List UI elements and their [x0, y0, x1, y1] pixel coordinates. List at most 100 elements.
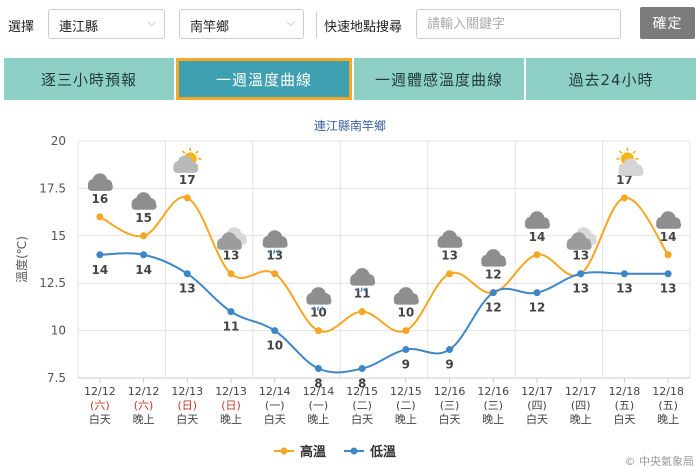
x-tick-date: 12/17	[565, 385, 597, 398]
cloudy-icon	[437, 230, 463, 248]
x-tick-date: 12/15	[390, 385, 422, 398]
low-temp-point	[446, 346, 454, 354]
x-tick-period: 晚上	[395, 413, 417, 426]
x-tick-date: 12/12	[84, 385, 116, 398]
cloudy-rain-icon	[350, 268, 376, 292]
high-temp-point	[96, 213, 104, 221]
x-tick-date: 12/18	[609, 385, 641, 398]
cloudy-icon	[393, 287, 419, 305]
high-temp-point	[271, 270, 279, 278]
x-tick-period: 白天	[526, 412, 548, 426]
chart-title: 連江縣南竿鄉	[313, 119, 386, 133]
low-temp-point	[96, 251, 104, 259]
y-tick-label: 20	[51, 134, 66, 148]
low-temp-data-label: 12	[485, 301, 502, 315]
y-tick-label: 7.5	[47, 371, 66, 385]
x-tick-date: 12/13	[215, 385, 247, 398]
low-temp-data-label: 13	[572, 282, 589, 296]
low-temp-legend-label: 低溫	[369, 444, 396, 460]
high-temp-data-label: 13	[441, 249, 458, 263]
high-temp-data-label: 10	[398, 306, 415, 320]
divider	[316, 12, 317, 38]
x-tick-period: 白天	[439, 412, 461, 426]
high-temp-data-label: 14	[660, 230, 677, 244]
low-temp-data-label: 8	[314, 377, 322, 391]
high-temp-data-label: 12	[485, 268, 502, 282]
x-tick-period: 晚上	[307, 413, 329, 426]
x-tick-date: 12/12	[128, 385, 160, 398]
x-tick-weekday: (三)	[483, 399, 503, 412]
low-temp-legend-marker	[350, 447, 358, 455]
cloudy-rain-icon	[262, 230, 288, 254]
low-temp-point	[358, 365, 366, 373]
low-temp-data-label: 13	[616, 282, 633, 296]
x-tick-weekday: (二)	[352, 399, 372, 412]
tab-bar: 逐三小時預報 一週溫度曲線 一週體感溫度曲線 過去24小時	[4, 58, 696, 100]
low-temp-data-label: 14	[92, 263, 109, 277]
tab-3hour-forecast[interactable]: 逐三小時預報	[4, 58, 174, 100]
x-tick-weekday: (三)	[440, 399, 460, 412]
x-tick-weekday: (六)	[90, 399, 110, 412]
cloudy-icon	[131, 192, 157, 210]
x-tick-period: 晚上	[657, 413, 679, 426]
x-tick-period: 白天	[89, 412, 111, 426]
low-temp-point	[620, 270, 628, 278]
high-temp-data-label: 17	[616, 173, 633, 187]
high-temp-point	[402, 327, 410, 335]
y-tick-label: 17.5	[39, 181, 66, 195]
high-temp-point	[446, 270, 454, 278]
x-tick-date: 12/16	[434, 385, 466, 398]
chevron-down-icon: ⌵	[147, 16, 156, 29]
partly-cloudy-night-icon	[217, 227, 247, 250]
low-temp-point	[489, 289, 497, 297]
town-value: 南竿鄉	[190, 20, 230, 35]
low-temp-point	[402, 346, 410, 354]
high-temp-point	[183, 194, 191, 202]
x-tick-date: 12/18	[652, 385, 684, 398]
high-temp-data-label: 13	[572, 249, 589, 263]
x-tick-weekday: (五)	[658, 399, 678, 412]
low-temp-data-label: 9	[445, 358, 453, 372]
x-tick-weekday: (一)	[309, 399, 329, 412]
x-tick-date: 12/14	[259, 385, 291, 398]
confirm-button[interactable]: 確定	[640, 7, 695, 39]
y-axis-label: 溫度(℃)	[14, 236, 29, 283]
x-tick-date: 12/17	[521, 385, 553, 398]
tab-past-24h[interactable]: 過去24小時	[526, 58, 696, 100]
low-temp-point	[183, 270, 191, 278]
search-bar: 選擇 連江縣 ⌵ 南竿鄉 ⌵ 快速地點搜尋 確定	[0, 0, 700, 48]
low-temp-data-label: 9	[402, 358, 410, 372]
tab-week-temperature[interactable]: 一週溫度曲線	[176, 58, 352, 100]
high-temp-data-label: 13	[223, 249, 240, 263]
search-input[interactable]	[416, 9, 621, 39]
quick-search-label: 快速地點搜尋	[324, 20, 403, 35]
x-tick-period: 白天	[351, 412, 373, 426]
low-temp-data-label: 13	[179, 282, 196, 296]
town-select[interactable]: 南竿鄉 ⌵	[179, 9, 304, 39]
x-tick-weekday: (日)	[221, 399, 241, 412]
x-tick-period: 晚上	[220, 413, 242, 426]
sunny-cloud-icon	[616, 147, 644, 176]
high-temp-point	[620, 194, 628, 202]
x-tick-period: 白天	[176, 412, 198, 426]
low-temp-data-label: 8	[358, 377, 366, 391]
high-temp-line	[99, 196, 669, 333]
x-tick-date: 12/16	[477, 385, 509, 398]
high-temp-point	[533, 251, 541, 259]
x-tick-weekday: (六)	[134, 399, 154, 412]
low-temp-point	[533, 289, 541, 297]
x-tick-weekday: (五)	[615, 399, 635, 412]
x-tick-period: 晚上	[482, 413, 504, 426]
x-tick-weekday: (二)	[396, 399, 416, 412]
partly-sunny-icon	[173, 147, 202, 173]
high-temp-data-label: 15	[135, 211, 152, 225]
county-select[interactable]: 連江縣 ⌵	[48, 9, 165, 39]
low-temp-point	[664, 270, 672, 278]
cloudy-rain-icon	[306, 287, 332, 311]
tab-week-feels-like[interactable]: 一週體感溫度曲線	[354, 58, 524, 100]
select-label: 選擇	[8, 20, 35, 35]
x-tick-weekday: (日)	[177, 399, 197, 412]
cloudy-icon	[481, 249, 507, 267]
high-temp-legend-label: 高溫	[300, 444, 326, 460]
